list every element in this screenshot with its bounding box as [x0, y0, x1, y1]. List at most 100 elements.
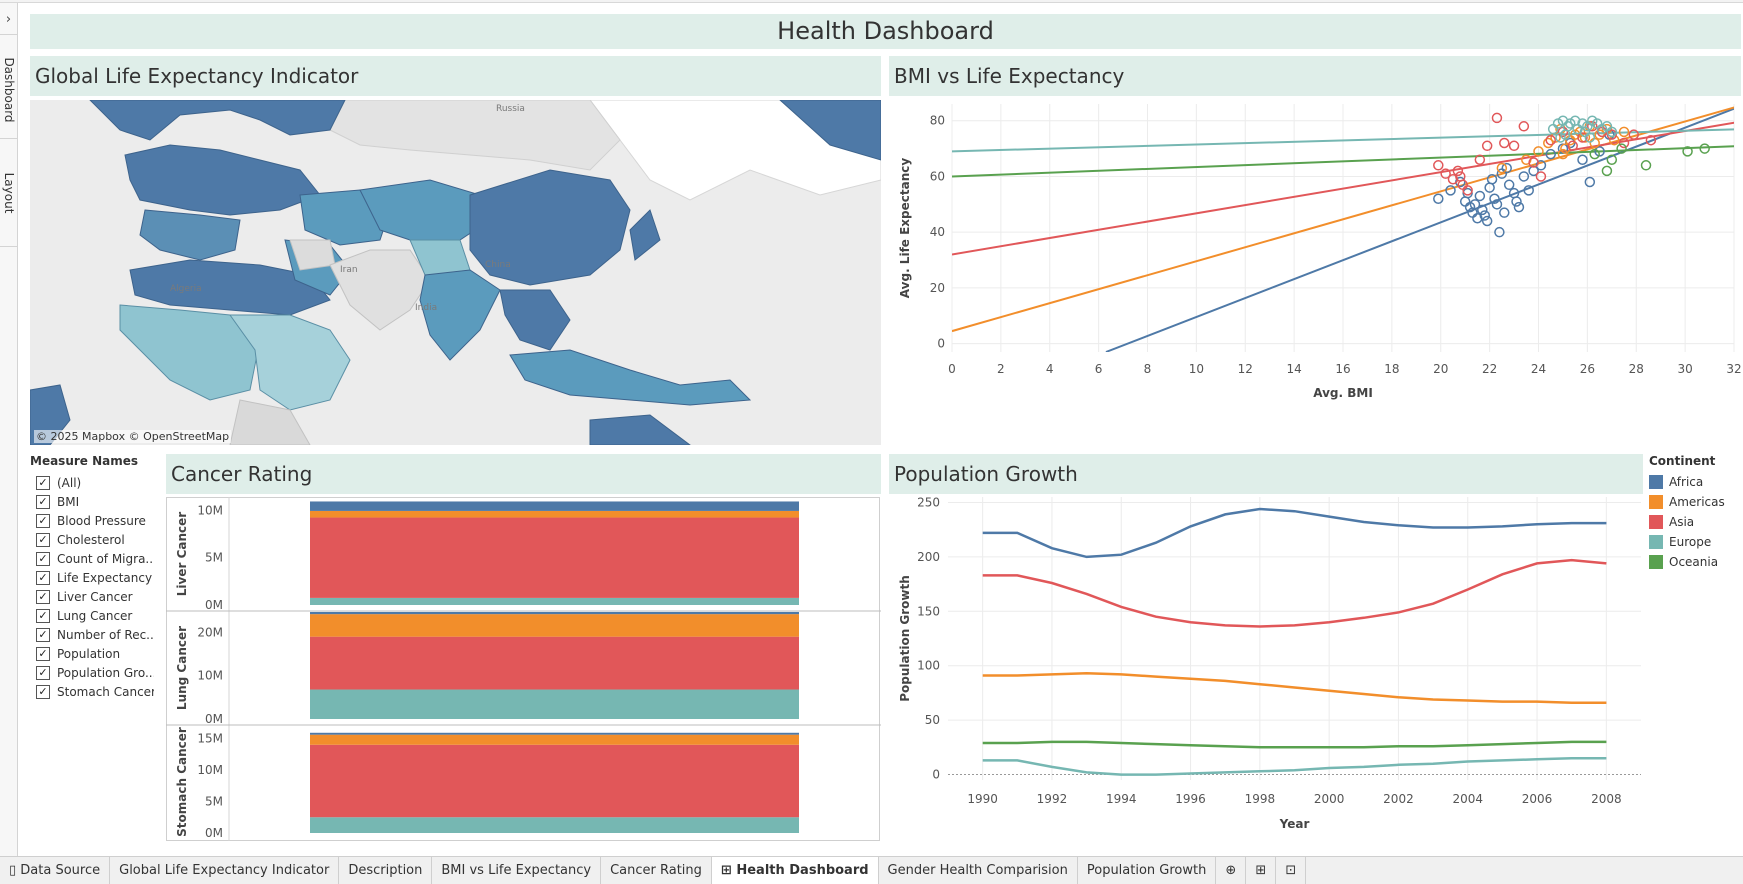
- sheet-tab[interactable]: Cancer Rating: [601, 857, 712, 884]
- cancer-bar-americas: [310, 510, 799, 518]
- filter-item-label: Population: [57, 646, 121, 661]
- sheet-tab[interactable]: Description: [339, 857, 433, 884]
- cancer-bar-asia: [310, 517, 799, 598]
- scatter-point-asia: [1545, 134, 1556, 146]
- checkbox[interactable]: ✓: [36, 570, 50, 585]
- legend-item-asia[interactable]: Asia: [1649, 512, 1743, 532]
- scatter-point-asia: [1462, 185, 1473, 196]
- x-tick-label: 22: [1482, 362, 1497, 376]
- dashboard-title: Health Dashboard: [30, 14, 1741, 49]
- sheet-tab[interactable]: BMI vs Life Expectancy: [432, 857, 602, 884]
- checkbox[interactable]: ✓: [36, 665, 50, 680]
- bmi-life-expectancy-chart[interactable]: 0 2 4 6 8 10 12 14 16 18 20 22 24 26 28 30 32020406080Av…: [889, 100, 1741, 445]
- legend-swatch: [1649, 555, 1663, 569]
- map-attribution[interactable]: © 2025 Mapbox © OpenStreetMap: [34, 430, 232, 443]
- filter-item[interactable]: ✓ Lung Cancer: [30, 606, 154, 625]
- filter-item[interactable]: ✓ Population: [30, 644, 154, 663]
- legend-title: Continent: [1649, 454, 1716, 468]
- x-tick-label: 28: [1629, 362, 1644, 376]
- filter-item[interactable]: ✓ Life Expectancy: [30, 568, 154, 587]
- y-tick-label: 0: [932, 768, 940, 782]
- legend-label: Asia: [1669, 515, 1695, 529]
- legend-item-americas[interactable]: Americas: [1649, 492, 1743, 512]
- checkbox[interactable]: ✓: [36, 684, 50, 699]
- filter-item-label: Cholesterol: [57, 532, 125, 547]
- sheet-tab[interactable]: Global Life Expectancy Indicator: [110, 857, 340, 884]
- checkbox[interactable]: ✓: [36, 589, 50, 604]
- x-tick-label: 18: [1384, 362, 1399, 376]
- scatter-point-asia: [1645, 134, 1657, 146]
- trend-lines: [952, 106, 1734, 352]
- map-shapes: [30, 100, 881, 445]
- filter-item-label: Population Gro...: [57, 665, 154, 680]
- filter-item[interactable]: ✓ BMI: [30, 492, 154, 511]
- sheet-tab[interactable]: ⊞ Health Dashboard: [711, 857, 879, 884]
- filter-item-label: BMI: [57, 494, 80, 509]
- trend-line-americas: [952, 106, 1734, 333]
- sheet-tab[interactable]: ▯ Data Source: [0, 857, 111, 884]
- filter-item-label: Stomach Cancer: [57, 684, 154, 699]
- filter-item[interactable]: ✓ Blood Pressure: [30, 511, 154, 530]
- map-panel-title: Global Life Expectancy Indicator: [30, 56, 881, 96]
- cancer-rating-chart[interactable]: 10M 5M 0M Liver Cancer 20M 10M 0M Lung Cancer 15…: [166, 497, 881, 842]
- checkbox[interactable]: ✓: [36, 627, 50, 642]
- y-tick-label: 0: [937, 337, 945, 351]
- legend-item-africa[interactable]: Africa: [1649, 472, 1743, 492]
- filter-item[interactable]: ✓ Liver Cancer: [30, 587, 154, 606]
- cancer-y-tick-label: 0M: [205, 826, 223, 840]
- legend-item-europe[interactable]: Europe: [1649, 532, 1743, 552]
- y-tick-label: 80: [930, 114, 945, 128]
- x-tick-label: 1990: [967, 792, 998, 806]
- sheet-tab[interactable]: Gender Health Comparision: [879, 857, 1078, 884]
- legend-list: Africa Americas Asia Europe Oceania: [1649, 472, 1743, 572]
- x-tick-label: 10: [1189, 362, 1204, 376]
- scatter-point-asia: [1491, 112, 1503, 124]
- chevron-right-icon[interactable]: ›: [0, 7, 17, 35]
- y-axis-label: Population Growth: [898, 575, 912, 702]
- legend-swatch: [1649, 535, 1663, 549]
- new-worksheet-icon[interactable]: ⊕: [1216, 857, 1247, 884]
- y-tick-label: 60: [930, 169, 945, 183]
- x-tick-label: 14: [1286, 362, 1301, 376]
- filter-item-label: Lung Cancer: [57, 608, 133, 623]
- filter-item[interactable]: ✓ Cholesterol: [30, 530, 154, 549]
- cancer-pane-label: Stomach Cancer: [175, 727, 189, 837]
- cancer-bar-africa: [310, 501, 799, 511]
- new-story-icon[interactable]: ⊡: [1276, 857, 1307, 884]
- checkbox[interactable]: ✓: [36, 513, 50, 528]
- x-tick-label: 30: [1677, 362, 1692, 376]
- scatter-point-asia: [1606, 129, 1618, 140]
- filter-item-label: Count of Migra...: [57, 551, 154, 566]
- checkbox[interactable]: ✓: [36, 646, 50, 661]
- scatter-point-oceania: [1616, 143, 1627, 154]
- scatter-point-asia: [1447, 173, 1459, 185]
- sheet-tab[interactable]: Population Growth: [1078, 857, 1217, 884]
- population-line-oceania: [982, 740, 1607, 749]
- legend-item-oceania[interactable]: Oceania: [1649, 552, 1743, 572]
- map-label-india: India: [415, 303, 438, 313]
- scatter-point-americas: [1557, 148, 1569, 160]
- filter-item[interactable]: ✓ Population Gro...: [30, 663, 154, 682]
- filter-item[interactable]: ✓ (All): [30, 473, 154, 492]
- sheet-tab-label: Health Dashboard: [736, 863, 869, 878]
- side-tab-layout[interactable]: Layout: [0, 139, 17, 247]
- filter-item[interactable]: ✓ Count of Migra...: [30, 549, 154, 568]
- population-line-europe: [982, 756, 1607, 776]
- life-expectancy-map[interactable]: Russia Iran China India Algeria © 2025 M…: [30, 100, 881, 445]
- scatter-point-asia: [1628, 129, 1640, 140]
- scatter-point-americas: [1533, 146, 1544, 157]
- checkbox[interactable]: ✓: [36, 494, 50, 509]
- map-label-iran: Iran: [340, 265, 358, 275]
- filter-item-label: Blood Pressure: [57, 513, 146, 528]
- new-dashboard-icon[interactable]: ⊞: [1246, 857, 1277, 884]
- filter-item[interactable]: ✓ Number of Rec...: [30, 625, 154, 644]
- filter-item-label: (All): [57, 475, 82, 490]
- checkbox[interactable]: ✓: [36, 608, 50, 623]
- checkbox[interactable]: ✓: [36, 532, 50, 547]
- filter-item[interactable]: ✓ Stomach Cancer: [30, 682, 154, 701]
- checkbox[interactable]: ✓: [36, 475, 50, 490]
- side-tab-dashboard[interactable]: Dashboard: [0, 41, 17, 139]
- population-growth-chart[interactable]: 1990 1992 1994 1996 1998 2000 2002 2004 2006 2008…: [889, 497, 1643, 842]
- checkbox[interactable]: ✓: [36, 551, 50, 566]
- cancer-bar-europe: [310, 689, 799, 719]
